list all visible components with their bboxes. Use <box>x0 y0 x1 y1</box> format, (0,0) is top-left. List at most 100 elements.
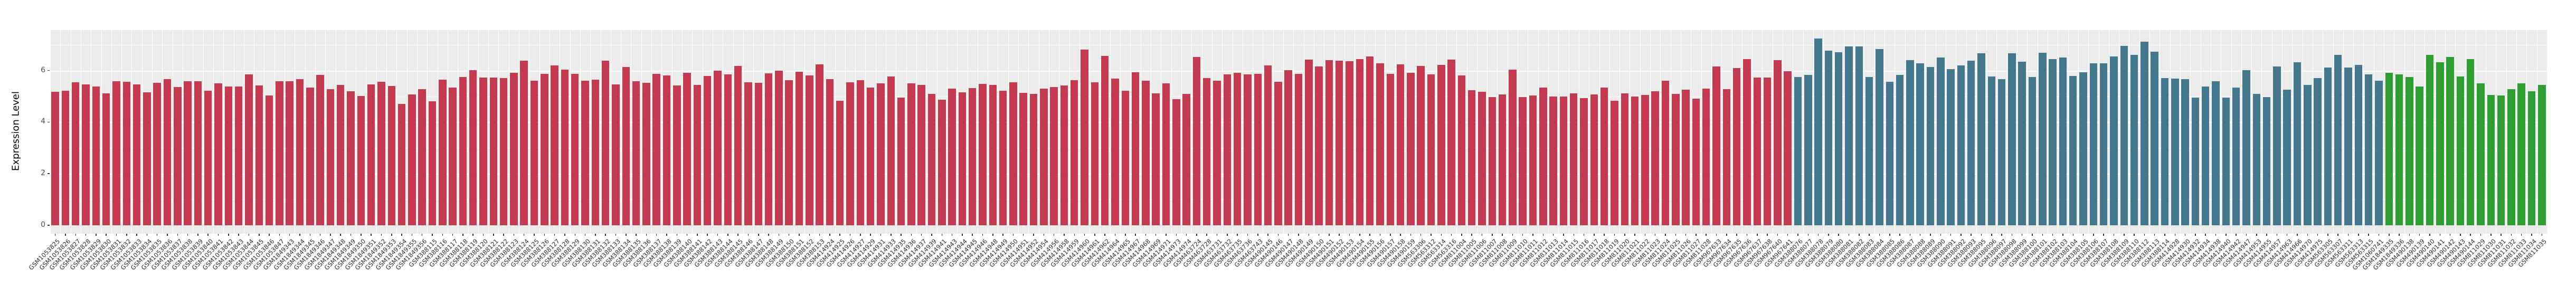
bar-group-1-red <box>662 75 671 225</box>
bar-group-1-red <box>1111 79 1119 225</box>
bar-group-1-red <box>1376 63 1384 225</box>
bar-group-1-red <box>336 84 345 225</box>
vertical-gridline <box>1905 30 1906 234</box>
bar-group-1-red <box>734 66 742 225</box>
x-tick-mark <box>1247 234 1248 236</box>
vertical-gridline <box>2241 30 2242 234</box>
bar-group-1-red <box>1682 89 1690 225</box>
x-tick-mark <box>1644 234 1646 236</box>
x-tick-mark <box>1053 234 1055 236</box>
x-tick-mark <box>1869 234 1870 236</box>
x-tick-mark <box>2317 234 2318 236</box>
bar-group-2-teal <box>1967 60 1975 225</box>
vertical-gridline <box>2363 30 2364 234</box>
x-tick-mark <box>1431 234 1432 236</box>
bar-group-3-green <box>2497 95 2505 225</box>
bar-group-1-red <box>143 92 151 225</box>
x-tick-mark <box>319 234 321 236</box>
x-tick-mark <box>1267 234 1268 236</box>
bar-group-2-teal <box>2273 66 2281 225</box>
bar-group-2-teal <box>2130 54 2138 225</box>
vertical-gridline <box>1701 30 1702 234</box>
vertical-gridline <box>651 30 652 234</box>
x-tick-mark <box>595 234 596 236</box>
x-tick-mark <box>1308 234 1310 236</box>
x-tick-mark <box>2337 234 2338 236</box>
bar-group-1-red <box>1692 99 1700 225</box>
x-tick-mark <box>1359 234 1360 236</box>
bar-group-3-green <box>2426 55 2434 225</box>
bar-group-1-red <box>1366 56 1374 225</box>
bar-group-1-red <box>1192 57 1201 225</box>
bar-group-1-red <box>276 81 283 225</box>
bar-group-2-teal <box>2079 72 2087 225</box>
bar-group-1-red <box>816 64 823 225</box>
x-tick-mark <box>1064 234 1065 236</box>
x-tick-mark <box>2174 234 2176 236</box>
x-tick-mark <box>1145 234 1147 236</box>
bar-group-1-red <box>1101 55 1109 225</box>
x-tick-mark <box>1859 234 1860 236</box>
x-tick-mark <box>1227 234 1228 236</box>
x-tick-mark <box>2113 234 2115 236</box>
x-tick-mark <box>217 234 219 236</box>
x-tick-mark <box>1369 234 1370 236</box>
x-tick-mark <box>1563 234 1564 236</box>
bar-group-1-red <box>1203 78 1211 225</box>
x-tick-mark <box>1298 234 1299 236</box>
bar-group-1-red <box>1091 82 1099 225</box>
bar-group-1-red <box>1580 98 1588 225</box>
x-tick-mark <box>411 234 413 236</box>
bar-group-1-red <box>836 101 844 225</box>
bar-group-1-red <box>1325 60 1333 225</box>
bar-group-1-red <box>877 83 885 225</box>
bar-group-1-red <box>1498 94 1507 225</box>
bar-group-1-red <box>1274 81 1282 225</box>
x-tick-mark <box>1746 234 1748 236</box>
x-tick-mark <box>1899 234 1900 236</box>
x-tick-mark <box>1522 234 1523 236</box>
bar-group-1-red <box>326 89 335 225</box>
vertical-gridline <box>2149 30 2151 234</box>
vertical-gridline <box>111 30 112 234</box>
y-tick-mark <box>48 225 50 226</box>
vertical-gridline <box>1130 30 1131 234</box>
x-tick-mark <box>432 234 433 236</box>
x-tick-mark <box>1420 234 1422 236</box>
bar-group-1-red <box>265 95 273 225</box>
vertical-gridline <box>865 30 866 234</box>
bar-group-1-red <box>132 84 141 225</box>
x-tick-mark <box>1379 234 1381 236</box>
x-tick-mark <box>2164 234 2165 236</box>
vertical-gridline <box>1558 30 1559 234</box>
vertical-gridline <box>2353 30 2354 234</box>
x-tick-mark <box>2052 234 2053 236</box>
x-tick-mark <box>1512 234 1513 236</box>
x-tick-mark <box>758 234 759 236</box>
x-tick-mark <box>2011 234 2013 236</box>
bar-group-2-teal <box>1896 75 1904 225</box>
vertical-gridline <box>641 30 642 234</box>
bar-group-1-red <box>224 86 233 225</box>
bar-group-2-teal <box>2354 65 2363 225</box>
vertical-gridline <box>386 30 387 234</box>
x-tick-mark <box>1166 234 1167 236</box>
vertical-gridline <box>1018 30 1019 234</box>
bar-group-1-red <box>591 79 600 225</box>
vertical-gridline <box>946 30 948 234</box>
y-tick-mark <box>48 70 50 71</box>
x-tick-mark <box>1339 234 1340 236</box>
bar-group-2-teal <box>2191 97 2200 225</box>
vertical-gridline <box>753 30 754 234</box>
x-tick-mark <box>636 234 637 236</box>
x-tick-mark <box>1665 234 1666 236</box>
x-tick-mark <box>686 234 688 236</box>
x-tick-mark <box>2449 234 2451 236</box>
x-tick-mark <box>1125 234 1126 236</box>
x-tick-mark <box>2276 234 2278 236</box>
bar-group-1-red <box>1641 94 1649 225</box>
x-tick-mark <box>2327 234 2328 236</box>
x-tick-mark <box>1257 234 1258 236</box>
x-tick-mark <box>340 234 341 236</box>
bar-group-1-red <box>704 75 712 225</box>
